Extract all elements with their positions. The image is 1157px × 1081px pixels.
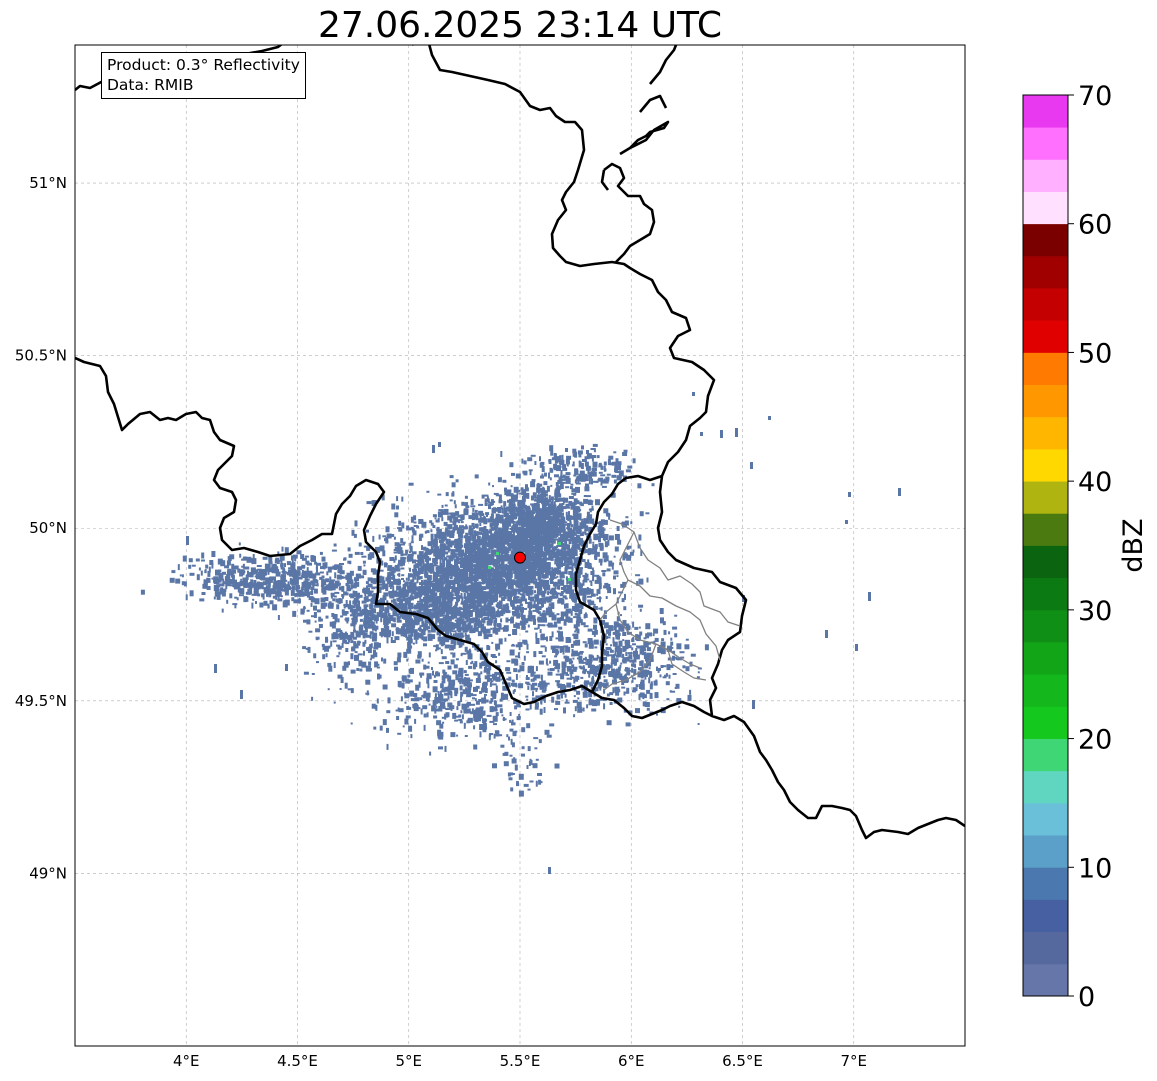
colorbar-swatch: [1023, 481, 1068, 514]
colorbar-swatch: [1023, 384, 1068, 418]
colorbar-label: dBZ: [1118, 518, 1149, 572]
colorbar-swatch: [1023, 288, 1068, 321]
colorbar-swatch: [1023, 706, 1068, 739]
colorbar-swatch: [1023, 191, 1068, 225]
colorbar-swatch: [1023, 899, 1068, 933]
product-info-box: Product: 0.3° Reflectivity Data: RMIB: [101, 52, 306, 99]
colorbar-swatch: [1023, 738, 1068, 772]
x-tick-label: 5°E: [395, 1052, 422, 1070]
colorbar-tick-label: 50: [1078, 338, 1112, 369]
x-tick-label: 6°E: [618, 1052, 645, 1070]
echo-cells: [140, 392, 901, 874]
colorbar-swatch: [1023, 770, 1068, 804]
colorbar-tick-label: 70: [1078, 81, 1112, 112]
y-tick-label: 49.5°N: [15, 692, 67, 710]
axis-ticks: 4°E 4.5°E 5°E 5.5°E 6°E 6.5°E 7°E 51°N 50.5°N 50°…: [15, 174, 867, 1070]
colorbar-swatch: [1023, 642, 1068, 675]
colorbar-swatch: [1023, 545, 1068, 579]
country-border: [412, 45, 965, 840]
x-tick-label: 5.5°E: [500, 1052, 541, 1070]
y-tick-label: 51°N: [29, 174, 67, 192]
strong-echo-cell: [488, 566, 491, 569]
x-tick-label: 4°E: [173, 1052, 200, 1070]
map-frame: [74, 44, 966, 1047]
colorbar-tick-label: 10: [1078, 853, 1112, 884]
colorbar-swatch: [1023, 448, 1068, 482]
colorbar-swatch: [1023, 577, 1068, 611]
colorbar-swatch: [1023, 931, 1068, 965]
colorbar-swatch: [1023, 674, 1068, 707]
radar-site-layer: [514, 551, 526, 564]
country-border: [600, 45, 678, 263]
colorbar-swatch: [1023, 802, 1068, 836]
y-tick-label: 50.5°N: [15, 347, 67, 365]
colorbar-tick-label: 20: [1078, 725, 1112, 756]
colorbar: 0 10 20 30 40 50 60 70 dBZ: [1022, 81, 1149, 1013]
colorbar-swatch: [1023, 867, 1068, 900]
data-source-label: Data: RMIB: [107, 76, 194, 94]
colorbar-swatch: [1023, 320, 1068, 353]
colorbar-swatch: [1023, 223, 1068, 257]
colorbar-swatch: [1023, 127, 1068, 160]
x-tick-label: 7°E: [840, 1052, 867, 1070]
colorbar-swatch: [1023, 95, 1068, 128]
colorbar-tick-label: 60: [1078, 210, 1112, 241]
colorbar-swatch: [1023, 416, 1068, 450]
country-border: [574, 474, 663, 693]
colorbar-swatch: [1023, 963, 1068, 997]
strong-echo-cell: [496, 552, 499, 555]
y-tick-label: 49°N: [29, 864, 67, 882]
x-tick-label: 6.5°E: [722, 1052, 763, 1070]
strong-echo-cell: [558, 542, 561, 545]
y-tick-label: 50°N: [29, 519, 67, 537]
map-title: 27.06.2025 23:14 UTC: [317, 5, 723, 46]
admin-border: [599, 519, 741, 691]
country-border: [75, 356, 713, 720]
colorbar-tick-label: 40: [1078, 467, 1112, 498]
radar-site-marker: [514, 551, 526, 564]
colorbar-swatch: [1023, 513, 1068, 546]
colorbar-swatch: [1023, 609, 1068, 643]
colorbar-swatch: [1023, 835, 1068, 868]
strong-echo-cell: [568, 578, 571, 581]
colorbar-swatch: [1023, 255, 1068, 289]
colorbar-tick-label: 30: [1078, 596, 1112, 627]
colorbar-tick-label: 0: [1078, 982, 1095, 1013]
radar-echoes: [140, 392, 901, 874]
colorbar-swatch: [1023, 159, 1068, 192]
colorbar-swatch: [1023, 352, 1068, 386]
colorbar-frame: [1022, 94, 1069, 997]
x-tick-label: 4.5°E: [277, 1052, 318, 1070]
product-label: Product: 0.3° Reflectivity: [107, 56, 300, 74]
